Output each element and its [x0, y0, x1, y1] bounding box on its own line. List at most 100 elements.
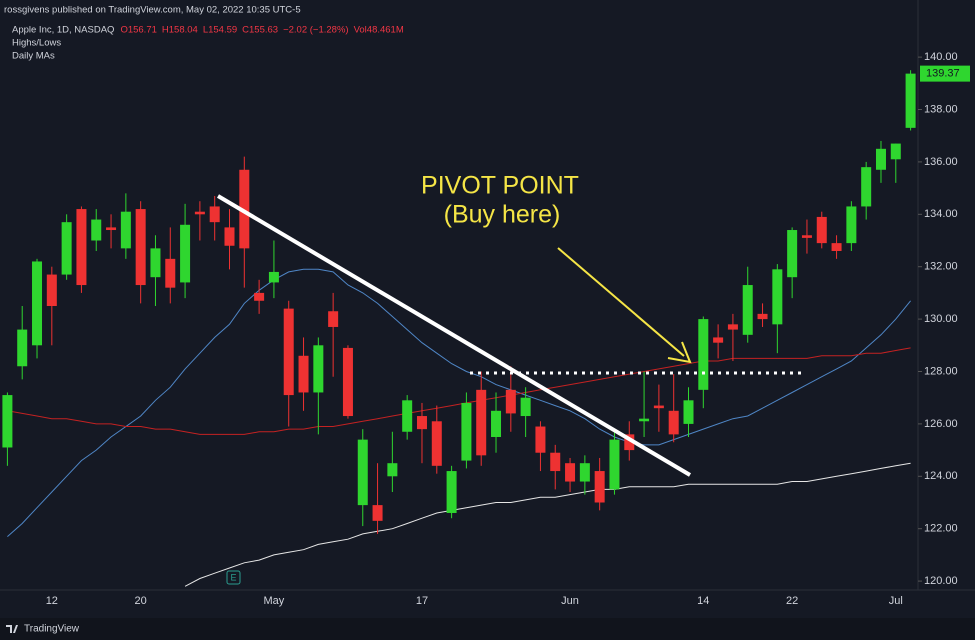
- earnings-label: E: [230, 572, 236, 582]
- candle-body: [831, 243, 842, 251]
- candle-body: [416, 416, 427, 430]
- candle-body: [698, 319, 709, 390]
- candle-body: [194, 211, 205, 215]
- x-tick-label: Jul: [889, 595, 903, 607]
- candle-body: [61, 222, 72, 275]
- x-tick-label: 20: [135, 595, 147, 607]
- candle-body: [120, 211, 131, 249]
- candle-body: [135, 209, 146, 286]
- candle-body: [861, 167, 872, 207]
- legend-value: −2.02 (−1.28%): [283, 25, 349, 36]
- annotation-title: PIVOT POINT: [421, 172, 579, 200]
- y-tick-label: 132.00: [924, 261, 958, 273]
- last-price-tag: [920, 65, 970, 82]
- candle-body: [402, 400, 413, 432]
- candle-body: [727, 324, 738, 330]
- candle-body: [742, 285, 753, 335]
- arrow-head: [667, 341, 692, 364]
- candle-body: [357, 439, 368, 506]
- brand: TradingView: [24, 624, 80, 635]
- y-tick-label: 120.00: [924, 575, 958, 587]
- x-tick-label: 14: [697, 595, 709, 607]
- candle-body: [283, 308, 294, 396]
- candle-body: [461, 402, 472, 461]
- candle-body: [491, 410, 502, 437]
- candle-body: [846, 206, 857, 244]
- candle-body: [372, 505, 383, 521]
- y-tick-label: 130.00: [924, 313, 958, 325]
- legend-value: Vol48.461M: [354, 25, 404, 36]
- brand-logo: [6, 625, 18, 633]
- y-tick-label: 124.00: [924, 470, 958, 482]
- footer: [0, 618, 975, 640]
- candle-body: [17, 329, 28, 367]
- candle-body: [565, 463, 576, 482]
- candle-body: [446, 471, 457, 513]
- legend-value: L154.59: [203, 25, 237, 36]
- y-tick-label: 128.00: [924, 365, 958, 377]
- candle-body: [875, 148, 886, 170]
- candle-body: [46, 274, 57, 307]
- candle-body: [106, 227, 117, 231]
- last-price-label: 139.37: [926, 68, 960, 80]
- y-tick-label: 134.00: [924, 208, 958, 220]
- x-tick-label: May: [264, 595, 285, 607]
- candle-body: [224, 227, 235, 246]
- candle-body: [313, 345, 324, 393]
- publisher: rossgivens published on TradingView.com,…: [4, 5, 301, 16]
- candle-body: [268, 271, 279, 283]
- candle-body: [328, 311, 339, 327]
- candle-body: [254, 292, 265, 301]
- candle-body: [298, 355, 309, 393]
- candle-body: [505, 389, 516, 414]
- candle-body: [476, 389, 487, 456]
- candle-body: [757, 313, 768, 320]
- candle-body: [520, 397, 531, 417]
- moving-average: [7, 268, 911, 537]
- legend-value: C155.63: [242, 25, 278, 36]
- candle-body: [180, 224, 191, 283]
- candle-body: [91, 219, 102, 241]
- candle-body: [550, 452, 561, 472]
- candle-body: [801, 235, 812, 238]
- moving-average: [7, 347, 911, 435]
- candle-body: [668, 410, 679, 435]
- y-tick-label: 136.00: [924, 156, 958, 168]
- candle-body: [342, 347, 353, 417]
- candle-body: [387, 463, 398, 477]
- candle-body: [32, 261, 43, 346]
- candle-body: [772, 269, 783, 325]
- y-tick-label: 126.00: [924, 418, 958, 430]
- candle-body: [683, 400, 694, 424]
- earnings-marker[interactable]: [226, 570, 241, 585]
- y-tick-label: 138.00: [924, 103, 958, 115]
- candle-body: [165, 258, 176, 288]
- candle-body: [609, 439, 620, 490]
- x-tick-label: 22: [786, 595, 798, 607]
- x-tick-label: 12: [46, 595, 58, 607]
- indicator: Daily MAs: [12, 51, 55, 62]
- candle-body: [787, 230, 798, 278]
- y-tick-label: 140.00: [924, 51, 958, 63]
- candle-body: [713, 337, 724, 343]
- candle-body: [2, 395, 13, 448]
- trend-line: [216, 194, 692, 477]
- candle-body: [653, 405, 664, 409]
- candle-body: [624, 434, 635, 451]
- moving-average: [184, 462, 911, 587]
- legend-value: H158.04: [162, 25, 198, 36]
- candle-body: [239, 169, 250, 249]
- candle-body: [905, 73, 916, 128]
- candle-body: [639, 418, 650, 422]
- candle-body: [209, 206, 220, 223]
- candle-body: [594, 471, 605, 503]
- candle-body: [431, 421, 442, 466]
- candle-body: [76, 209, 87, 286]
- candle-body: [579, 463, 590, 482]
- arrow-shaft: [557, 247, 685, 357]
- y-tick-label: 122.00: [924, 523, 958, 535]
- annotation-subtitle: (Buy here): [444, 201, 561, 229]
- candle-body: [890, 143, 901, 160]
